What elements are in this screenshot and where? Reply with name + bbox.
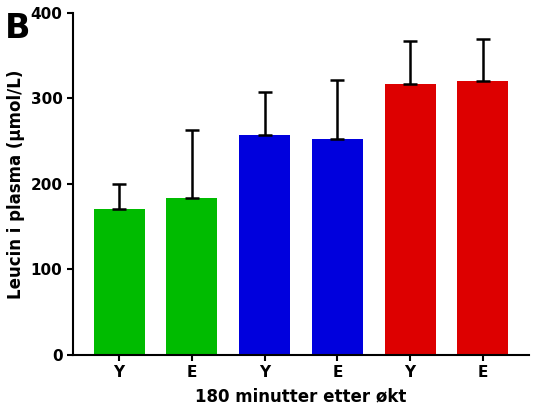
- Text: B: B: [5, 12, 31, 45]
- Bar: [239, 135, 290, 355]
- Bar: [94, 209, 145, 355]
- Bar: [457, 81, 508, 355]
- Bar: [312, 139, 363, 355]
- Y-axis label: Leucin i plasma (μmol/L): Leucin i plasma (μmol/L): [7, 69, 25, 299]
- Bar: [166, 198, 217, 355]
- X-axis label: 180 minutter etter økt: 180 minutter etter økt: [195, 387, 407, 405]
- Bar: [385, 84, 436, 355]
